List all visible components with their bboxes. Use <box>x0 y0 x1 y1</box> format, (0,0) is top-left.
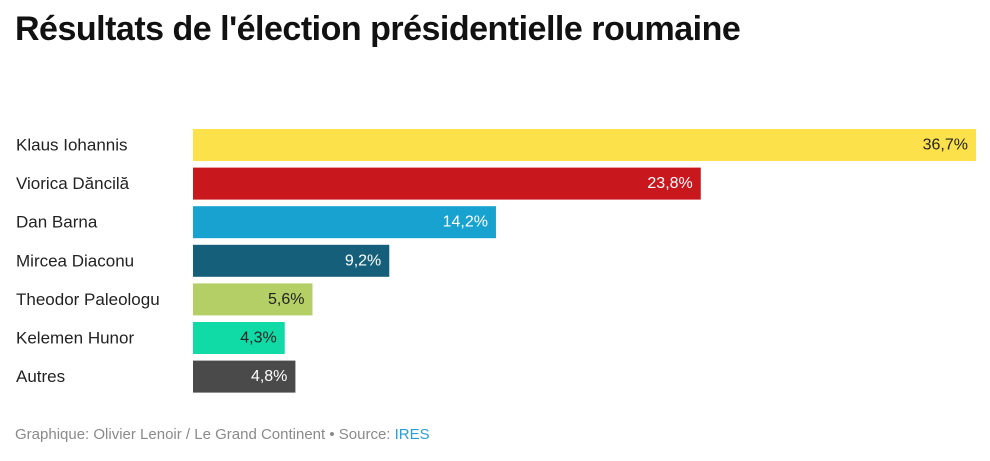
value-label-viorica-dancila: 23,8% <box>647 175 692 192</box>
value-label-klaus-iohannis: 36,7% <box>923 137 968 154</box>
value-label-autres: 4,8% <box>251 368 287 385</box>
bar-mircea-diaconu <box>193 244 390 277</box>
category-label-klaus-iohannis: Klaus Iohannis <box>16 136 128 155</box>
category-label-mircea-diaconu: Mircea Diaconu <box>16 251 134 270</box>
bar-viorica-dancila <box>193 167 701 200</box>
bar-dan-barna <box>193 206 496 239</box>
category-label-viorica-dancila: Viorica Dăncilă <box>16 174 130 193</box>
bar-chart: Klaus Iohannis 36,7% Viorica Dăncilă 23,8% D… <box>16 129 976 393</box>
category-label-autres: Autres <box>16 367 65 386</box>
chart-title: Résultats de l'élection présidentielle r… <box>15 10 741 48</box>
bar-kelemen-hunor <box>193 322 285 354</box>
source-link[interactable]: IRES <box>394 426 430 443</box>
category-label-kelemen-hunor: Kelemen Hunor <box>16 329 134 348</box>
value-label-dan-barna: 14,2% <box>443 214 488 231</box>
category-label-theodor-paleologu: Theodor Paleologu <box>16 290 160 309</box>
footer-credit: Graphique: Olivier Lenoir / Le Grand Con… <box>15 426 395 443</box>
value-label-mircea-diaconu: 9,2% <box>345 252 381 269</box>
bar-theodor-paleologu <box>193 283 313 316</box>
value-label-theodor-paleologu: 5,6% <box>268 291 304 308</box>
chart-footer: Graphique: Olivier Lenoir / Le Grand Con… <box>15 426 430 443</box>
bar-autres <box>193 360 296 393</box>
value-label-kelemen-hunor: 4,3% <box>240 330 276 347</box>
bar-klaus-iohannis <box>193 129 976 161</box>
category-label-dan-barna: Dan Barna <box>16 213 98 232</box>
